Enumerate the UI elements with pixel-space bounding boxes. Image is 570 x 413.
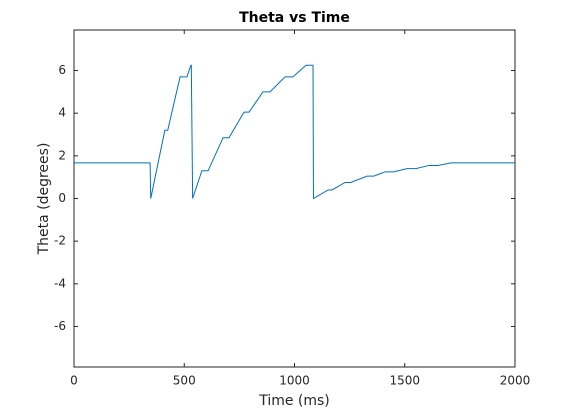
y-tick-label: -6 xyxy=(54,319,66,333)
y-tick-label: 6 xyxy=(58,63,66,77)
y-tick-label: -2 xyxy=(54,234,66,248)
y-tick-label: 2 xyxy=(58,148,66,162)
plot-area xyxy=(73,29,516,368)
data-line xyxy=(74,64,515,200)
x-tick-label: 1000 xyxy=(279,374,310,388)
y-tick-label: 0 xyxy=(58,191,66,205)
y-tick-label: -4 xyxy=(54,276,66,290)
x-axis-label: Time (ms) xyxy=(258,393,330,409)
x-tick-label: 500 xyxy=(173,374,196,388)
chart-title: Theta vs Time xyxy=(239,10,350,26)
y-axis-label: Theta (degrees) xyxy=(36,143,52,256)
x-tick-label: 2000 xyxy=(500,374,531,388)
x-tick-label: 0 xyxy=(70,374,78,388)
y-tick-label: 4 xyxy=(58,106,66,120)
x-tick-label: 1500 xyxy=(389,374,420,388)
